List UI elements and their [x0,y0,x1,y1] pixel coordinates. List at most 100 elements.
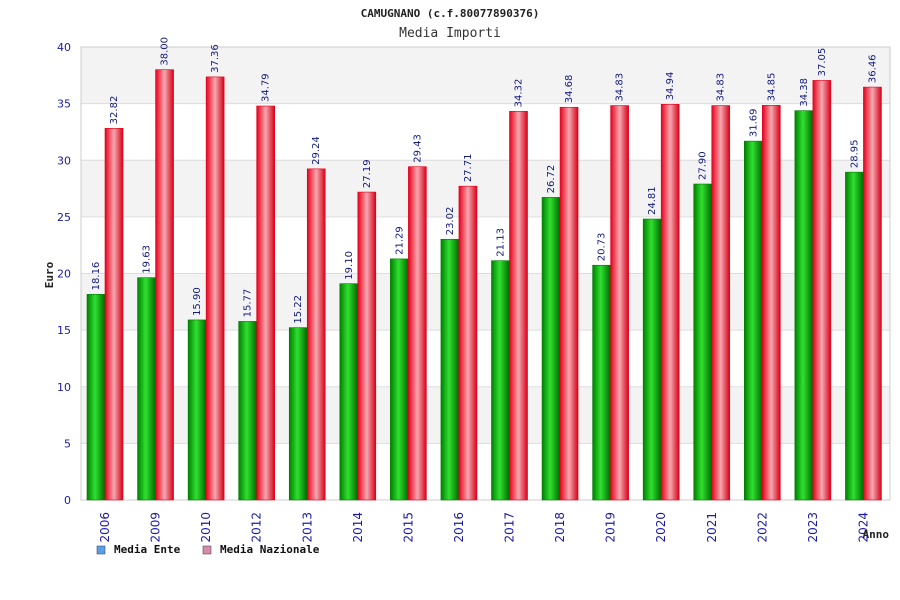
bar-media-nazionale-2022 [762,105,781,501]
y-tick-label: 30 [57,154,71,167]
bar-media-nazionale-2024 [863,86,882,501]
x-axis-label: Anno [863,528,890,541]
value-label: 19.63 [142,245,153,274]
bar-media-nazionale-2019 [610,105,629,501]
bar-media-ente-2014 [339,283,359,501]
bar-media-nazionale-2012 [256,105,275,501]
value-label: 19.10 [344,251,355,280]
bar-media-ente-2016 [440,238,460,501]
value-labels: 18.16 32.82 19.63 38.00 15.90 37.36 15.77 34.79… [91,37,878,324]
bar-media-nazionale-2018 [559,106,579,501]
y-tick-label: 5 [64,437,71,450]
x-tick-label: 2017 [503,512,517,543]
value-label: 34.38 [799,78,810,107]
x-tick-label: 2020 [654,512,668,543]
bar-media-ente-2018 [541,197,561,501]
value-label: 23.02 [445,207,456,236]
x-axis-ticks: 2006 2009 2010 2012 2013 2014 2015 2016 2017 2018… [98,512,870,543]
value-label: 31.69 [748,108,759,137]
y-tick-label: 25 [57,211,71,224]
value-label: 36.46 [867,54,878,83]
value-label: 20.73 [597,233,608,262]
x-tick-label: 2010 [199,512,213,543]
legend: Media Ente Media Nazionale [96,543,320,556]
value-label: 21.29 [394,226,405,255]
x-tick-label: 2019 [604,512,618,543]
y-tick-label: 0 [64,494,71,507]
plot-border [80,46,891,501]
y-tick-label: 10 [57,381,71,394]
y-tick-label: 15 [57,324,71,337]
bar-media-ente-2012 [238,321,257,501]
bar-media-nazionale-2014 [357,191,377,501]
value-label: 27.19 [362,159,373,188]
x-tick-label: 2009 [149,512,163,543]
x-tick-label: 2016 [452,512,466,543]
bar-media-ente-2015 [390,258,409,501]
value-label: 34.79 [261,73,272,102]
bar-media-nazionale-2013 [306,168,326,501]
value-label: 18.16 [91,262,102,291]
bar-media-nazionale-2010 [205,76,225,501]
x-tick-label: 2006 [98,512,112,543]
bar-media-ente-2009 [137,277,156,501]
bar-media-ente-2021 [693,183,713,501]
bars [86,69,882,501]
bar-media-ente-2023 [794,110,814,501]
x-tick-label: 2015 [401,512,415,543]
bar-media-nazionale-2017 [509,111,528,501]
y-tick-label: 40 [57,41,71,54]
x-tick-label: 2023 [806,512,820,543]
value-label: 34.83 [716,73,727,102]
value-label: 34.85 [766,73,777,102]
bar-media-nazionale-2009 [155,69,174,501]
bar-media-ente-2019 [592,264,611,501]
y-tick-label: 20 [57,268,71,281]
value-label: 15.90 [192,287,203,316]
x-tick-label: 2018 [553,512,567,543]
x-tick-label: 2024 [856,512,870,543]
legend-label-media-ente: Media Ente [114,543,181,556]
legend-swatch-media-nazionale [202,545,212,555]
value-label: 21.13 [496,228,507,257]
value-label: 27.71 [463,154,474,183]
bar-media-ente-2020 [642,218,662,501]
x-tick-label: 2013 [300,512,314,543]
value-label: 24.81 [647,186,658,215]
value-label: 37.36 [210,44,221,73]
bar-media-nazionale-2015 [408,166,427,501]
value-label: 15.22 [293,295,304,324]
bar-media-nazionale-2006 [104,128,124,501]
bar-media-ente-2006 [86,294,106,501]
y-axis-ticks: 0 5 10 15 20 25 30 35 40 [57,41,71,507]
legend-swatch-media-ente [96,545,106,555]
x-tick-label: 2021 [705,512,719,543]
chart-title: CAMUGNANO (c.f.80077890376) [361,7,540,20]
y-tick-label: 35 [57,98,71,111]
bar-media-ente-2017 [491,260,510,501]
bar-media-ente-2024 [845,171,864,501]
bar-media-ente-2022 [744,140,763,501]
value-label: 38.00 [160,37,171,66]
bar-media-nazionale-2021 [711,105,731,501]
x-tick-label: 2022 [755,512,769,543]
y-axis-label: Euro [43,261,56,288]
bar-media-ente-2010 [187,319,207,501]
value-label: 15.77 [243,289,254,318]
value-label: 34.68 [564,75,575,104]
value-label: 27.90 [698,151,709,180]
value-label: 29.43 [412,134,423,163]
bar-media-ente-2013 [288,327,308,501]
legend-label-media-nazionale: Media Nazionale [220,543,320,556]
value-label: 26.72 [546,165,557,194]
value-label: 34.83 [615,73,626,102]
x-tick-label: 2014 [351,512,365,543]
bar-media-nazionale-2016 [458,185,478,501]
value-label: 32.82 [109,96,120,125]
chart-subtitle: Media Importi [399,26,501,41]
x-tick-label: 2012 [250,512,264,543]
value-label: 28.95 [849,140,860,169]
value-label: 34.32 [514,79,525,108]
value-label: 34.94 [665,72,676,101]
